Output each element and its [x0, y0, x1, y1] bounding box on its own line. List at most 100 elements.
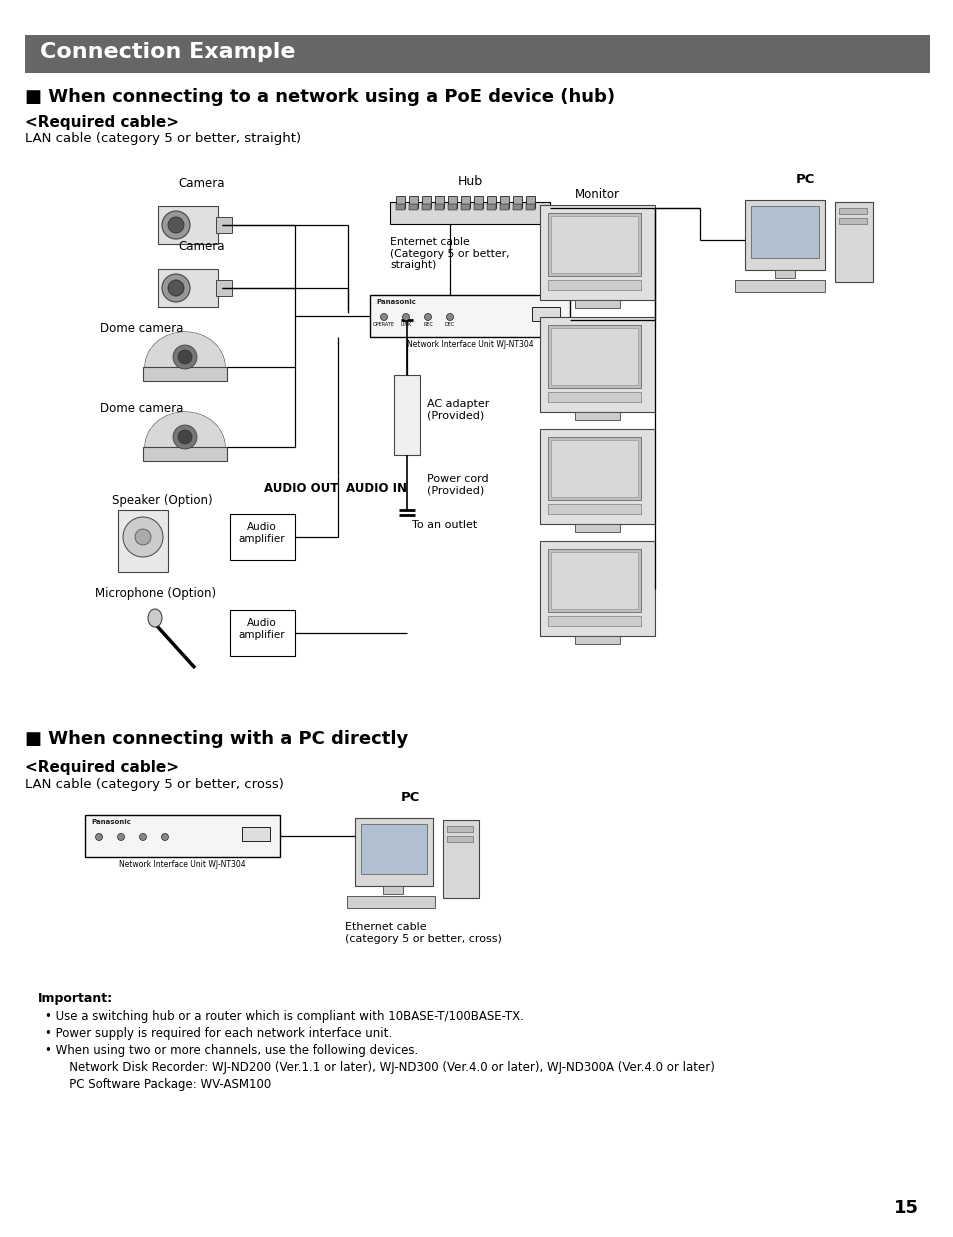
Text: PC: PC	[400, 790, 419, 804]
Circle shape	[424, 313, 431, 320]
Text: Power cord
(Provided): Power cord (Provided)	[427, 474, 488, 496]
Bar	[370, 294, 569, 336]
Bar	[409, 204, 417, 210]
Bar	[575, 524, 619, 532]
Circle shape	[178, 350, 192, 364]
Text: AC adapter
(Provided): AC adapter (Provided)	[427, 400, 489, 421]
Polygon shape	[145, 332, 225, 367]
Bar	[551, 216, 638, 273]
Bar	[158, 207, 218, 244]
Bar	[447, 836, 473, 842]
Bar	[575, 636, 619, 644]
Bar	[355, 818, 433, 886]
Text: • Power supply is required for each network interface unit.: • Power supply is required for each netw…	[45, 1027, 392, 1040]
Bar	[394, 375, 419, 455]
Bar	[242, 828, 270, 841]
Bar	[447, 826, 473, 833]
Bar	[575, 412, 619, 421]
Bar	[474, 195, 482, 208]
Text: PC: PC	[795, 173, 814, 186]
Circle shape	[162, 212, 190, 239]
Bar	[539, 429, 655, 524]
Text: PC Software Package: WV-ASM100: PC Software Package: WV-ASM100	[58, 1077, 271, 1091]
Bar	[435, 204, 443, 210]
Bar	[215, 280, 232, 296]
Bar	[744, 200, 824, 270]
Bar	[215, 216, 232, 233]
Bar	[547, 280, 640, 289]
Bar	[551, 328, 638, 385]
Circle shape	[168, 216, 184, 233]
Bar	[547, 213, 640, 276]
Text: Network Interface Unit WJ-NT304: Network Interface Unit WJ-NT304	[406, 340, 533, 349]
Bar	[460, 204, 470, 210]
Bar	[486, 204, 496, 210]
Bar	[25, 35, 929, 73]
Text: Speaker (Option): Speaker (Option)	[112, 494, 213, 507]
Text: LINK: LINK	[400, 322, 411, 327]
Bar	[547, 616, 640, 626]
Bar	[539, 541, 655, 636]
Circle shape	[402, 313, 409, 320]
Text: <Required cable>: <Required cable>	[25, 115, 179, 130]
Bar	[513, 204, 521, 210]
Bar	[525, 204, 535, 210]
Bar	[499, 204, 509, 210]
Circle shape	[139, 834, 147, 840]
Bar	[532, 307, 559, 320]
Text: Dome camera: Dome camera	[100, 322, 183, 335]
Text: Enternet cable
(Category 5 or better,
straight): Enternet cable (Category 5 or better, st…	[390, 238, 509, 270]
Circle shape	[172, 426, 196, 449]
Circle shape	[172, 345, 196, 369]
Text: ■ When connecting with a PC directly: ■ When connecting with a PC directly	[25, 730, 408, 748]
Text: OPERATE: OPERATE	[373, 322, 395, 327]
Bar	[460, 195, 470, 208]
Text: • Use a switching hub or a router which is compliant with 10BASE-T/100BASE-TX.: • Use a switching hub or a router which …	[45, 1009, 523, 1023]
Bar	[347, 896, 435, 908]
Text: Audio
amplifier: Audio amplifier	[238, 522, 285, 544]
Bar	[750, 207, 818, 259]
Circle shape	[162, 275, 190, 302]
Text: Network Disk Recorder: WJ-ND200 (Ver.1.1 or later), WJ-ND300 (Ver.4.0 or later),: Network Disk Recorder: WJ-ND200 (Ver.1.1…	[58, 1061, 714, 1074]
Circle shape	[161, 834, 169, 840]
Bar	[834, 202, 872, 282]
Bar	[143, 367, 227, 381]
Circle shape	[123, 517, 163, 557]
Bar	[774, 270, 794, 278]
Bar	[409, 195, 417, 208]
Bar	[734, 280, 824, 292]
Bar	[442, 820, 478, 898]
Bar	[486, 195, 496, 208]
Bar	[525, 195, 535, 208]
Bar	[85, 815, 280, 857]
Bar	[382, 886, 402, 894]
Bar	[230, 515, 294, 560]
Text: Panasonic: Panasonic	[375, 299, 416, 306]
Text: Panasonic: Panasonic	[91, 819, 131, 825]
Bar	[838, 218, 866, 224]
Text: Connection Example: Connection Example	[40, 42, 295, 62]
Bar	[547, 392, 640, 402]
Bar	[547, 503, 640, 515]
Text: AUDIO OUT: AUDIO OUT	[263, 482, 337, 495]
Bar	[390, 202, 550, 224]
Text: Camera: Camera	[178, 177, 224, 190]
Bar	[513, 195, 521, 208]
Text: Dome camera: Dome camera	[100, 402, 183, 414]
Text: AUDIO IN: AUDIO IN	[346, 482, 407, 495]
Circle shape	[446, 313, 453, 320]
Bar	[448, 204, 456, 210]
Text: LAN cable (category 5 or better, cross): LAN cable (category 5 or better, cross)	[25, 778, 284, 790]
Bar	[551, 440, 638, 497]
Bar	[539, 205, 655, 301]
Bar	[158, 268, 218, 307]
Bar	[395, 204, 405, 210]
Bar	[421, 195, 431, 208]
Text: Microphone (Option): Microphone (Option)	[95, 588, 216, 600]
Bar	[360, 824, 427, 875]
Bar	[547, 549, 640, 612]
Bar	[539, 317, 655, 412]
Bar	[230, 610, 294, 656]
Text: Hub: Hub	[456, 174, 482, 188]
Circle shape	[178, 430, 192, 444]
